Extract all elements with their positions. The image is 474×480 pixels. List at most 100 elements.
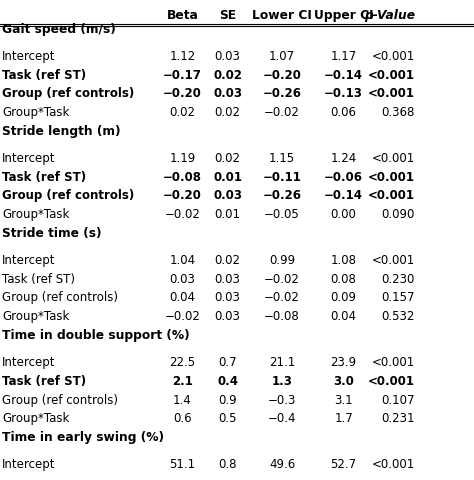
Text: Task (ref ST): Task (ref ST)	[2, 170, 86, 183]
Text: 1.3: 1.3	[272, 374, 292, 387]
Text: 0.02: 0.02	[213, 68, 242, 82]
Text: 0.8: 0.8	[218, 457, 237, 470]
Text: Group*Task: Group*Task	[2, 411, 70, 424]
Text: 0.5: 0.5	[218, 411, 237, 424]
Text: 0.03: 0.03	[215, 272, 240, 285]
Text: Upper CI: Upper CI	[314, 10, 374, 23]
Text: −0.14: −0.14	[324, 189, 363, 202]
Text: 0.01: 0.01	[213, 170, 242, 183]
Text: Intercept: Intercept	[2, 253, 56, 266]
Text: 0.02: 0.02	[215, 152, 240, 165]
Text: 0.107: 0.107	[381, 393, 415, 406]
Text: Time in double support (%): Time in double support (%)	[2, 328, 190, 341]
Text: 0.230: 0.230	[382, 272, 415, 285]
Text: Group (ref controls): Group (ref controls)	[2, 291, 118, 304]
Text: SE: SE	[219, 10, 236, 23]
Text: −0.02: −0.02	[264, 106, 300, 119]
Text: −0.05: −0.05	[264, 208, 300, 221]
Text: Intercept: Intercept	[2, 152, 56, 165]
Text: <0.001: <0.001	[372, 355, 415, 368]
Text: −0.08: −0.08	[163, 170, 202, 183]
Text: Task (ref ST): Task (ref ST)	[2, 374, 86, 387]
Text: 23.9: 23.9	[330, 355, 357, 368]
Text: 0.01: 0.01	[215, 208, 240, 221]
Text: −0.4: −0.4	[268, 411, 296, 424]
Text: −0.02: −0.02	[264, 272, 300, 285]
Text: −0.08: −0.08	[264, 310, 300, 323]
Text: −0.3: −0.3	[268, 393, 296, 406]
Text: p-Value: p-Value	[364, 10, 415, 23]
Text: Group*Task: Group*Task	[2, 310, 70, 323]
Text: <0.001: <0.001	[372, 152, 415, 165]
Text: 0.4: 0.4	[217, 374, 238, 387]
Text: Intercept: Intercept	[2, 457, 56, 470]
Text: 3.0: 3.0	[333, 374, 354, 387]
Text: 1.12: 1.12	[169, 50, 196, 63]
Text: 0.02: 0.02	[170, 106, 195, 119]
Text: 0.04: 0.04	[170, 291, 195, 304]
Text: <0.001: <0.001	[368, 374, 415, 387]
Text: Gait speed (m/s): Gait speed (m/s)	[2, 23, 116, 36]
Text: 0.06: 0.06	[331, 106, 356, 119]
Text: 0.03: 0.03	[215, 50, 240, 63]
Text: 1.15: 1.15	[269, 152, 295, 165]
Text: −0.26: −0.26	[263, 87, 301, 100]
Text: 0.6: 0.6	[173, 411, 192, 424]
Text: Group*Task: Group*Task	[2, 106, 70, 119]
Text: Task (ref ST): Task (ref ST)	[2, 68, 86, 82]
Text: 3.1: 3.1	[334, 393, 353, 406]
Text: Group (ref controls): Group (ref controls)	[2, 87, 135, 100]
Text: −0.17: −0.17	[163, 68, 202, 82]
Text: 0.03: 0.03	[215, 291, 240, 304]
Text: −0.02: −0.02	[164, 208, 201, 221]
Text: Time in early swing (%): Time in early swing (%)	[2, 430, 164, 443]
Text: 52.7: 52.7	[330, 457, 357, 470]
Text: <0.001: <0.001	[368, 68, 415, 82]
Text: 1.7: 1.7	[334, 411, 353, 424]
Text: Group*Task: Group*Task	[2, 208, 70, 221]
Text: <0.001: <0.001	[368, 87, 415, 100]
Text: 1.24: 1.24	[330, 152, 357, 165]
Text: 0.03: 0.03	[213, 189, 242, 202]
Text: Lower CI: Lower CI	[252, 10, 312, 23]
Text: <0.001: <0.001	[372, 50, 415, 63]
Text: 0.99: 0.99	[269, 253, 295, 266]
Text: −0.11: −0.11	[263, 170, 301, 183]
Text: 0.08: 0.08	[331, 272, 356, 285]
Text: 21.1: 21.1	[269, 355, 295, 368]
Text: Intercept: Intercept	[2, 50, 56, 63]
Text: −0.06: −0.06	[324, 170, 363, 183]
Text: Beta: Beta	[166, 10, 199, 23]
Text: 1.4: 1.4	[173, 393, 192, 406]
Text: 0.532: 0.532	[382, 310, 415, 323]
Text: −0.20: −0.20	[163, 87, 202, 100]
Text: −0.26: −0.26	[263, 189, 301, 202]
Text: 0.04: 0.04	[331, 310, 356, 323]
Text: 0.09: 0.09	[331, 291, 356, 304]
Text: Intercept: Intercept	[2, 355, 56, 368]
Text: Group (ref controls): Group (ref controls)	[2, 393, 118, 406]
Text: 0.9: 0.9	[218, 393, 237, 406]
Text: −0.02: −0.02	[164, 310, 201, 323]
Text: Stride length (m): Stride length (m)	[2, 124, 121, 137]
Text: <0.001: <0.001	[368, 170, 415, 183]
Text: −0.20: −0.20	[163, 189, 202, 202]
Text: −0.02: −0.02	[264, 291, 300, 304]
Text: 49.6: 49.6	[269, 457, 295, 470]
Text: 1.08: 1.08	[331, 253, 356, 266]
Text: Task (ref ST): Task (ref ST)	[2, 272, 75, 285]
Text: 0.02: 0.02	[215, 106, 240, 119]
Text: 1.07: 1.07	[269, 50, 295, 63]
Text: −0.13: −0.13	[324, 87, 363, 100]
Text: 0.03: 0.03	[170, 272, 195, 285]
Text: 0.231: 0.231	[381, 411, 415, 424]
Text: 22.5: 22.5	[169, 355, 196, 368]
Text: 0.03: 0.03	[215, 310, 240, 323]
Text: 0.02: 0.02	[215, 253, 240, 266]
Text: 0.157: 0.157	[381, 291, 415, 304]
Text: <0.001: <0.001	[372, 457, 415, 470]
Text: <0.001: <0.001	[372, 253, 415, 266]
Text: 0.03: 0.03	[213, 87, 242, 100]
Text: Stride time (s): Stride time (s)	[2, 227, 102, 240]
Text: 2.1: 2.1	[172, 374, 193, 387]
